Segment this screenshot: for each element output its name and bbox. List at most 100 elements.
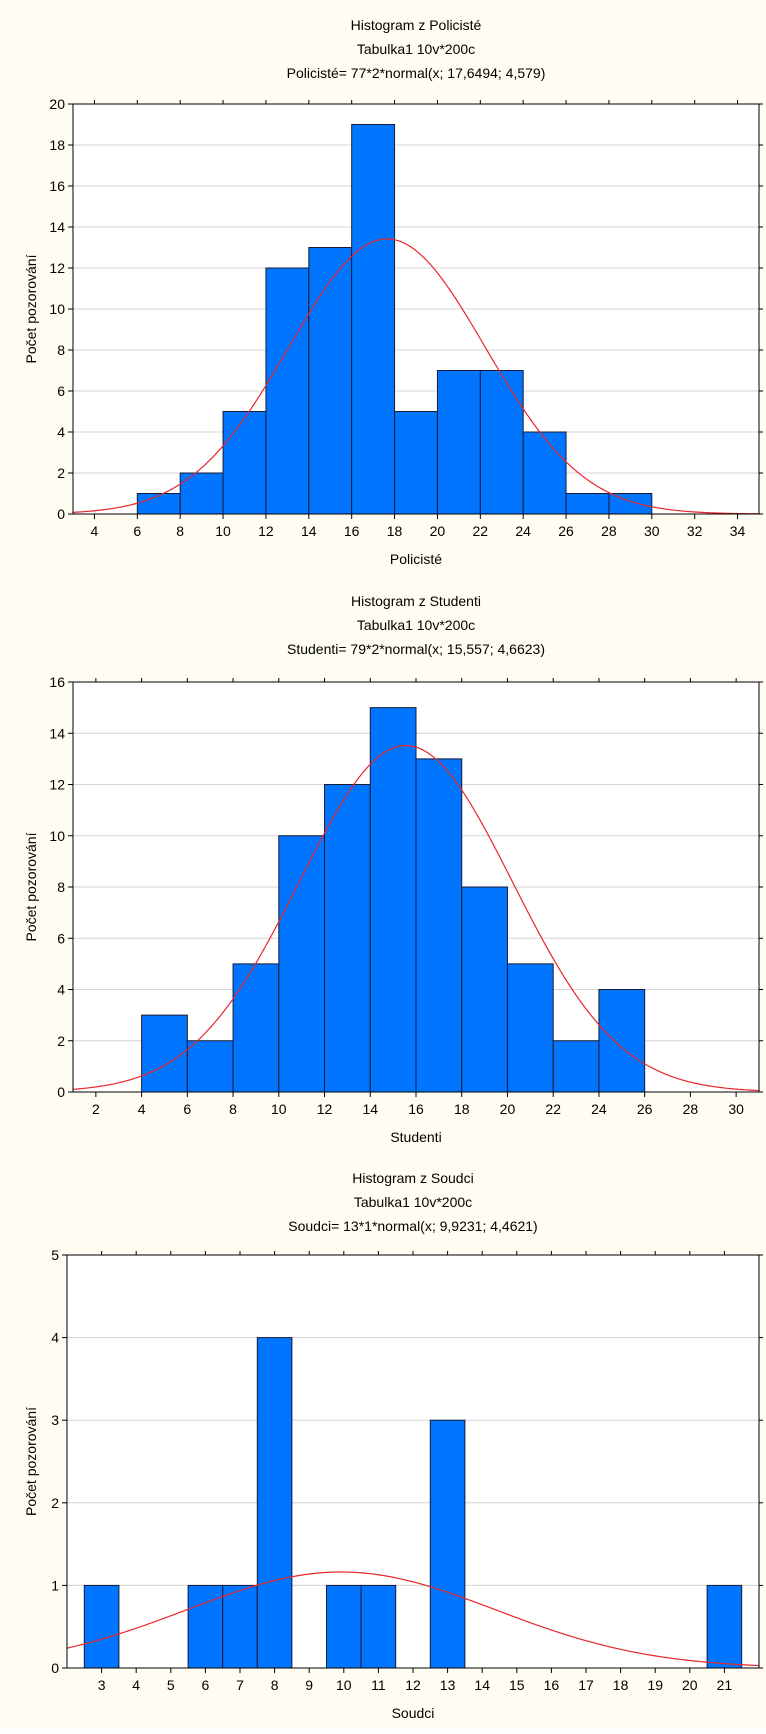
x-tick-label: 8 — [176, 523, 184, 539]
x-axis-label: Policisté — [390, 551, 442, 567]
histogram-bar — [326, 1584, 362, 1669]
x-tick-label: 34 — [730, 523, 746, 539]
histogram-bar — [256, 1337, 293, 1669]
x-axis-label: Soudci — [392, 1705, 435, 1721]
x-tick-label: 12 — [317, 1101, 333, 1117]
x-tick-label: 15 — [509, 1677, 525, 1693]
y-tick-label: 0 — [57, 506, 65, 522]
y-tick-label: 5 — [51, 1247, 59, 1263]
x-tick-label: 6 — [202, 1677, 210, 1693]
histogram-bar — [222, 411, 267, 515]
x-tick-label: 20 — [500, 1101, 516, 1117]
y-tick-label: 4 — [57, 982, 65, 998]
x-tick-label: 4 — [138, 1101, 146, 1117]
y-tick-label: 4 — [57, 424, 65, 440]
histogram-bar — [369, 707, 417, 1093]
histogram-bar — [360, 1584, 397, 1669]
x-tick-label: 16 — [344, 523, 360, 539]
x-tick-label: 19 — [647, 1677, 663, 1693]
x-tick-label: 10 — [336, 1677, 352, 1693]
fit-label: Policisté= 77*2*normal(x; 17,6494; 4,579… — [287, 65, 546, 81]
y-tick-label: 2 — [57, 1033, 65, 1049]
chart-1: Histogram z Policisté Tabulka1 10v*200c Po… — [23, 17, 763, 567]
chart-subtitle: Tabulka1 10v*200c — [357, 617, 475, 633]
chart-3: Histogram z Soudci Tabulka1 10v*200c Soudc… — [23, 1170, 763, 1721]
histogram-bar — [186, 1040, 234, 1093]
histogram-bar — [278, 835, 326, 1093]
x-tick-label: 2 — [92, 1101, 100, 1117]
x-tick-label: 17 — [578, 1677, 594, 1693]
x-tick-label: 14 — [474, 1677, 490, 1693]
y-tick-label: 8 — [57, 342, 65, 358]
chart-title: Histogram z Policisté — [351, 17, 482, 33]
histogram-bar — [608, 493, 653, 515]
x-tick-label: 14 — [362, 1101, 378, 1117]
y-tick-label: 2 — [51, 1495, 59, 1511]
x-tick-label: 9 — [305, 1677, 313, 1693]
x-tick-label: 16 — [544, 1677, 560, 1693]
normal-fit-curve — [72, 238, 760, 515]
y-tick-label: 10 — [49, 301, 65, 317]
fit-label: Studenti= 79*2*normal(x; 15,557; 4,6623) — [287, 641, 545, 657]
x-tick-label: 12 — [258, 523, 274, 539]
x-tick-label: 22 — [545, 1101, 561, 1117]
y-tick-label: 12 — [49, 260, 65, 276]
y-axis-label: Počet pozorování — [23, 1407, 39, 1516]
y-tick-label: 4 — [51, 1330, 59, 1346]
chart-subtitle: Tabulka1 10v*200c — [354, 1194, 472, 1210]
x-tick-label: 8 — [229, 1101, 237, 1117]
x-tick-label: 21 — [717, 1677, 733, 1693]
histogram-bar — [141, 1014, 188, 1093]
histogram-bar — [222, 1584, 258, 1669]
y-tick-label: 2 — [57, 465, 65, 481]
x-tick-label: 24 — [591, 1101, 607, 1117]
y-axis-label: Počet pozorování — [23, 832, 39, 941]
histogram-bar — [436, 370, 481, 515]
histogram-bar — [136, 493, 181, 515]
x-tick-label: 5 — [167, 1677, 175, 1693]
histogram-bar — [324, 784, 371, 1093]
histogram-bar — [552, 1040, 600, 1093]
x-tick-label: 32 — [687, 523, 703, 539]
x-tick-label: 10 — [271, 1101, 287, 1117]
y-tick-label: 18 — [49, 137, 65, 153]
x-tick-label: 26 — [558, 523, 574, 539]
y-tick-label: 16 — [49, 674, 65, 690]
x-axis-label: Studenti — [390, 1129, 441, 1145]
x-tick-label: 4 — [91, 523, 99, 539]
fit-label: Soudci= 13*1*normal(x; 9,9231; 4,4621) — [288, 1218, 537, 1234]
y-tick-label: 14 — [49, 219, 65, 235]
histogram-bar — [706, 1584, 743, 1669]
y-tick-label: 12 — [49, 777, 65, 793]
histogram-bar — [565, 493, 610, 515]
x-tick-label: 4 — [132, 1677, 140, 1693]
plot-area — [67, 1255, 759, 1668]
histogram-bar — [394, 411, 438, 515]
histogram-bar — [232, 963, 280, 1093]
x-tick-label: 8 — [271, 1677, 279, 1693]
x-tick-label: 28 — [683, 1101, 699, 1117]
x-tick-label: 14 — [301, 523, 317, 539]
x-tick-label: 18 — [387, 523, 403, 539]
x-tick-label: 24 — [515, 523, 531, 539]
histogram-bar — [479, 370, 524, 515]
y-tick-label: 8 — [57, 879, 65, 895]
x-tick-label: 20 — [430, 523, 446, 539]
x-tick-label: 18 — [613, 1677, 629, 1693]
histogram-bar — [461, 886, 508, 1093]
histogram-bar — [351, 124, 396, 515]
x-tick-label: 13 — [440, 1677, 456, 1693]
histogram-bar — [265, 267, 310, 515]
normal-fit-curve — [72, 744, 760, 1092]
x-tick-label: 7 — [236, 1677, 244, 1693]
y-tick-label: 16 — [49, 178, 65, 194]
x-tick-label: 20 — [682, 1677, 698, 1693]
y-tick-label: 6 — [57, 930, 65, 946]
y-tick-label: 6 — [57, 383, 65, 399]
x-tick-label: 30 — [728, 1101, 744, 1117]
histogram-bar — [308, 247, 353, 515]
histogram-bar — [429, 1419, 466, 1669]
y-tick-label: 1 — [51, 1577, 59, 1593]
x-tick-label: 6 — [183, 1101, 191, 1117]
chart-subtitle: Tabulka1 10v*200c — [357, 41, 475, 57]
